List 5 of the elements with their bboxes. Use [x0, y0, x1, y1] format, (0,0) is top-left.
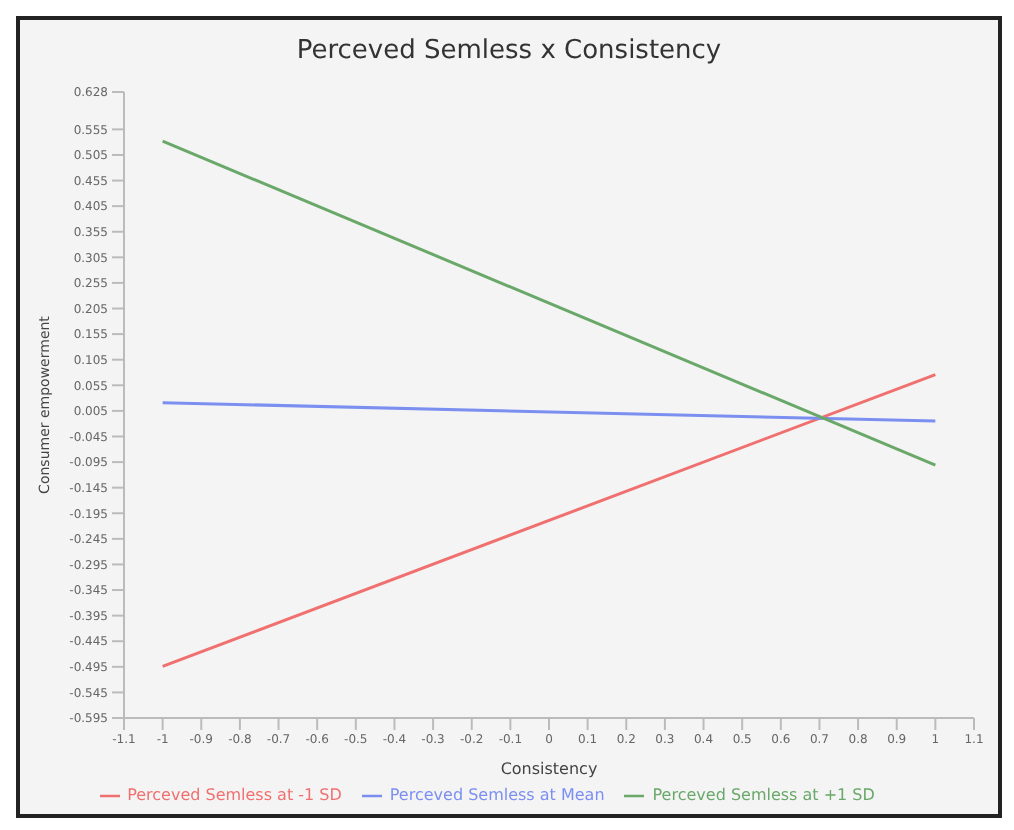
- legend-label: Perceved Semless at -1 SD: [127, 786, 342, 805]
- legend-label: Perceved Semless at Mean: [389, 786, 605, 805]
- x-axis-title: Consistency: [500, 760, 598, 778]
- chart-title: Perceved Semless x Consistency: [294, 34, 724, 70]
- legend-label: Perceved Semless at +1 SD: [652, 786, 875, 805]
